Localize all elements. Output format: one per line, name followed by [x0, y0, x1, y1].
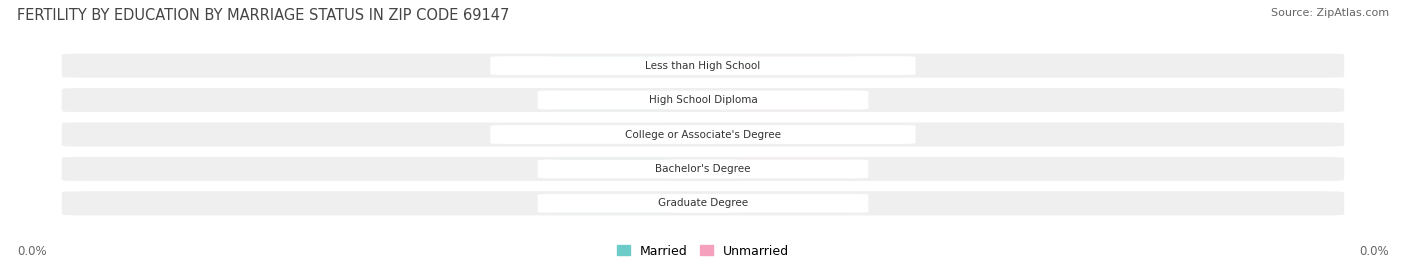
Text: 0.0%: 0.0%	[1360, 245, 1389, 258]
FancyBboxPatch shape	[537, 91, 869, 109]
FancyBboxPatch shape	[537, 194, 869, 213]
FancyBboxPatch shape	[62, 122, 1344, 147]
FancyBboxPatch shape	[727, 194, 862, 213]
Text: Graduate Degree: Graduate Degree	[658, 198, 748, 208]
Text: 0.0%: 0.0%	[779, 129, 808, 140]
FancyBboxPatch shape	[727, 125, 862, 144]
FancyBboxPatch shape	[544, 125, 679, 144]
Text: 0.0%: 0.0%	[779, 164, 808, 174]
Text: Source: ZipAtlas.com: Source: ZipAtlas.com	[1271, 8, 1389, 18]
FancyBboxPatch shape	[727, 160, 862, 178]
FancyBboxPatch shape	[544, 91, 679, 109]
FancyBboxPatch shape	[491, 56, 915, 75]
Text: 0.0%: 0.0%	[598, 164, 627, 174]
Text: Bachelor's Degree: Bachelor's Degree	[655, 164, 751, 174]
Text: 0.0%: 0.0%	[598, 61, 627, 71]
Text: High School Diploma: High School Diploma	[648, 95, 758, 105]
Text: 0.0%: 0.0%	[779, 198, 808, 208]
Text: 0.0%: 0.0%	[779, 61, 808, 71]
Legend: Married, Unmarried: Married, Unmarried	[612, 239, 794, 263]
Text: 0.0%: 0.0%	[598, 95, 627, 105]
Text: 0.0%: 0.0%	[17, 245, 46, 258]
FancyBboxPatch shape	[544, 56, 679, 75]
FancyBboxPatch shape	[491, 125, 915, 144]
FancyBboxPatch shape	[727, 56, 862, 75]
Text: Less than High School: Less than High School	[645, 61, 761, 71]
FancyBboxPatch shape	[62, 88, 1344, 112]
FancyBboxPatch shape	[727, 91, 862, 109]
FancyBboxPatch shape	[537, 160, 869, 178]
Text: 0.0%: 0.0%	[598, 198, 627, 208]
Text: 0.0%: 0.0%	[598, 129, 627, 140]
FancyBboxPatch shape	[62, 54, 1344, 78]
FancyBboxPatch shape	[62, 157, 1344, 181]
FancyBboxPatch shape	[544, 160, 679, 178]
Text: 0.0%: 0.0%	[779, 95, 808, 105]
FancyBboxPatch shape	[62, 191, 1344, 215]
Text: FERTILITY BY EDUCATION BY MARRIAGE STATUS IN ZIP CODE 69147: FERTILITY BY EDUCATION BY MARRIAGE STATU…	[17, 8, 509, 23]
Text: College or Associate's Degree: College or Associate's Degree	[626, 129, 780, 140]
FancyBboxPatch shape	[544, 194, 679, 213]
